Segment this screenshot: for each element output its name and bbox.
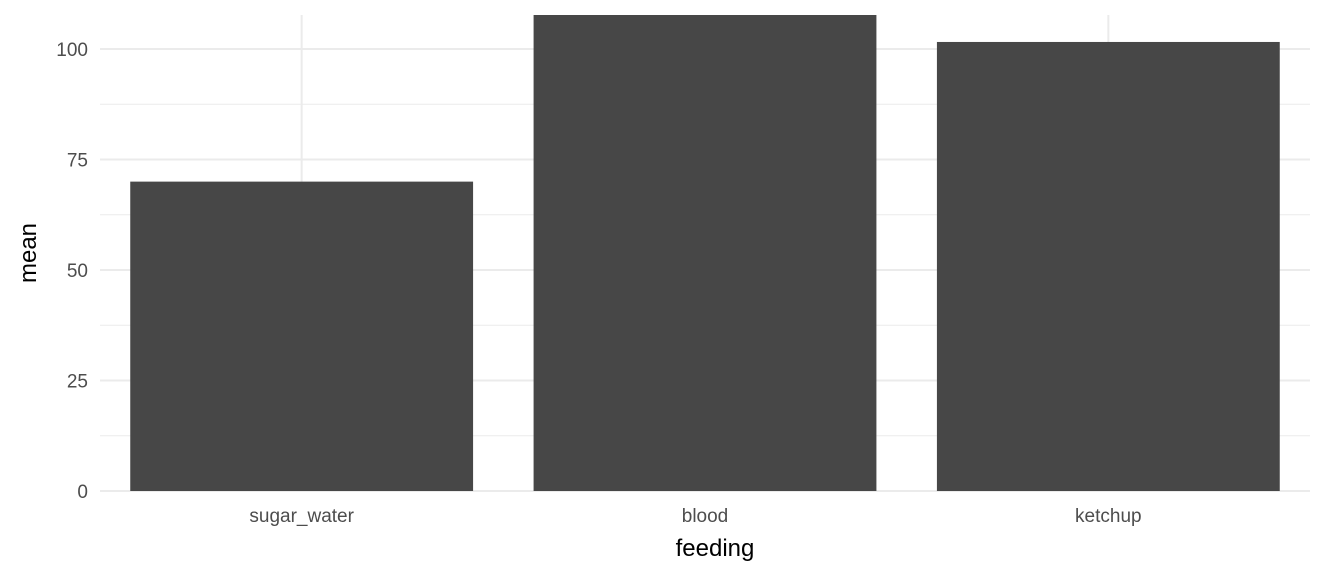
x-tick-label: blood [682, 506, 729, 527]
y-tick-label: 100 [56, 40, 88, 61]
bar-blood [533, 15, 877, 491]
y-axis-label: mean [15, 223, 42, 283]
y-tick-label: 50 [67, 261, 88, 282]
y-tick-label: 75 [67, 151, 88, 172]
bar-ketchup [936, 41, 1280, 491]
x-tick-label: sugar_water [249, 506, 354, 527]
y-tick-label: 0 [77, 482, 88, 503]
x-tick-label: ketchup [1075, 506, 1142, 527]
bar-sugar_water [130, 181, 474, 491]
x-axis-label: feeding [676, 535, 755, 562]
y-tick-label: 25 [67, 372, 88, 393]
